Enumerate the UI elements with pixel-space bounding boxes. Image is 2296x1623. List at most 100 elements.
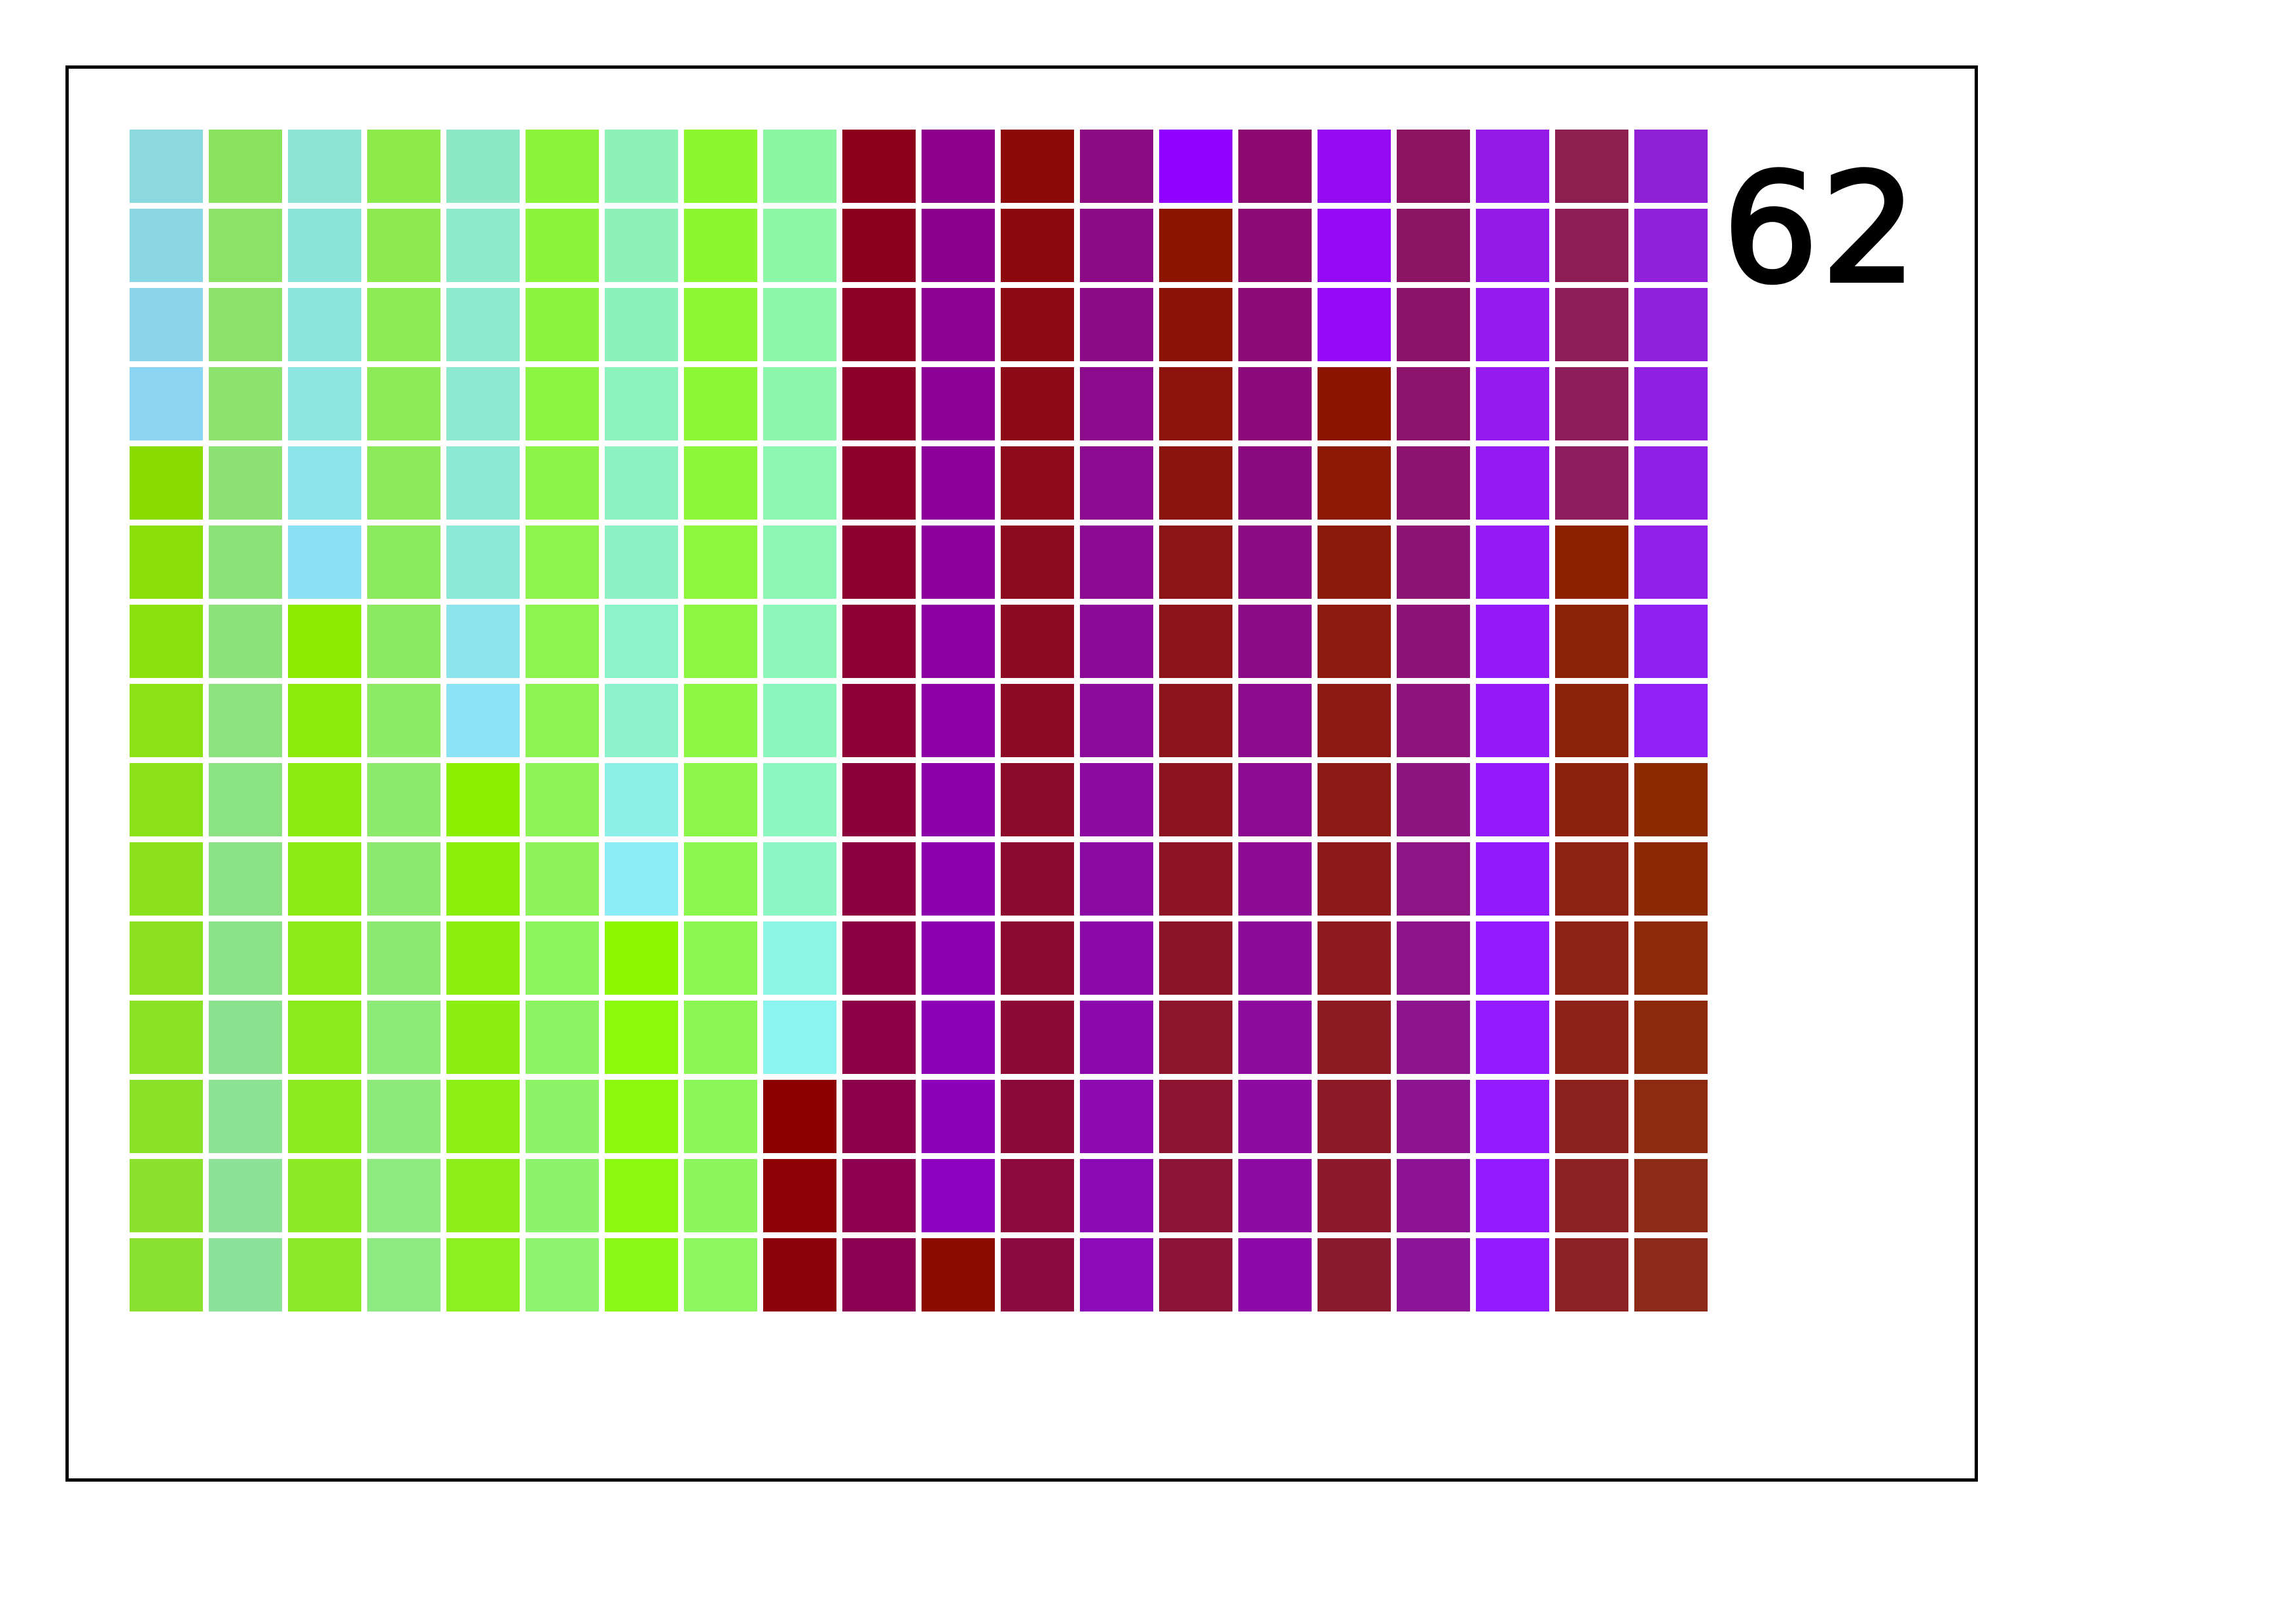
grid-cell[interactable] — [209, 288, 282, 361]
grid-cell[interactable] — [684, 684, 757, 757]
grid-cell[interactable] — [130, 288, 203, 361]
grid-cell[interactable] — [367, 446, 440, 520]
grid-cell[interactable] — [1555, 1080, 1628, 1153]
grid-cell[interactable] — [1001, 1238, 1074, 1311]
grid-cell[interactable] — [684, 209, 757, 282]
grid-cell[interactable] — [1397, 842, 1470, 916]
grid-cell[interactable] — [922, 367, 995, 440]
grid-cell[interactable] — [1159, 605, 1232, 678]
grid-cell[interactable] — [684, 526, 757, 599]
grid-cell[interactable] — [1080, 763, 1153, 836]
grid-cell[interactable] — [1476, 605, 1549, 678]
grid-cell[interactable] — [446, 130, 520, 203]
grid-cell[interactable] — [367, 288, 440, 361]
grid-cell[interactable] — [684, 605, 757, 678]
grid-cell[interactable] — [209, 130, 282, 203]
grid-cell[interactable] — [1555, 1001, 1628, 1074]
grid-cell[interactable] — [842, 130, 916, 203]
grid-cell[interactable] — [446, 1159, 520, 1232]
grid-cell[interactable] — [1001, 446, 1074, 520]
grid-cell[interactable] — [842, 1001, 916, 1074]
grid-cell[interactable] — [1397, 209, 1470, 282]
grid-cell[interactable] — [1159, 1159, 1232, 1232]
grid-cell[interactable] — [1397, 1159, 1470, 1232]
grid-cell[interactable] — [1318, 367, 1391, 440]
grid-cell[interactable] — [1476, 209, 1549, 282]
grid-cell[interactable] — [1318, 763, 1391, 836]
grid-cell[interactable] — [1001, 842, 1074, 916]
grid-cell[interactable] — [1555, 605, 1628, 678]
grid-cell[interactable] — [1318, 1159, 1391, 1232]
grid-cell[interactable] — [446, 921, 520, 995]
grid-cell[interactable] — [209, 1159, 282, 1232]
grid-cell[interactable] — [605, 1001, 678, 1074]
grid-cell[interactable] — [446, 605, 520, 678]
grid-cell[interactable] — [684, 1159, 757, 1232]
grid-cell[interactable] — [1555, 921, 1628, 995]
grid-cell[interactable] — [1080, 842, 1153, 916]
grid-cell[interactable] — [763, 1159, 836, 1232]
grid-cell[interactable] — [1476, 921, 1549, 995]
grid-cell[interactable] — [1001, 288, 1074, 361]
grid-cell[interactable] — [1476, 1001, 1549, 1074]
grid-cell[interactable] — [1001, 1159, 1074, 1232]
grid-cell[interactable] — [130, 446, 203, 520]
grid-cell[interactable] — [842, 446, 916, 520]
grid-cell[interactable] — [684, 921, 757, 995]
grid-cell[interactable] — [367, 921, 440, 995]
grid-cell[interactable] — [1634, 684, 1708, 757]
grid-cell[interactable] — [1634, 921, 1708, 995]
grid-cell[interactable] — [209, 526, 282, 599]
grid-cell[interactable] — [763, 288, 836, 361]
grid-cell[interactable] — [842, 1159, 916, 1232]
grid-cell[interactable] — [842, 209, 916, 282]
grid-cell[interactable] — [1080, 526, 1153, 599]
grid-cell[interactable] — [526, 1159, 599, 1232]
grid-cell[interactable] — [446, 288, 520, 361]
grid-cell[interactable] — [684, 763, 757, 836]
grid-cell[interactable] — [1555, 288, 1628, 361]
grid-cell[interactable] — [922, 842, 995, 916]
grid-cell[interactable] — [446, 684, 520, 757]
grid-cell[interactable] — [446, 526, 520, 599]
grid-cell[interactable] — [1238, 921, 1312, 995]
grid-cell[interactable] — [1001, 209, 1074, 282]
grid-cell[interactable] — [446, 763, 520, 836]
grid-cell[interactable] — [288, 1001, 361, 1074]
grid-cell[interactable] — [1238, 1001, 1312, 1074]
grid-cell[interactable] — [1318, 209, 1391, 282]
grid-cell[interactable] — [1159, 526, 1232, 599]
grid-cell[interactable] — [1634, 130, 1708, 203]
grid-cell[interactable] — [1318, 288, 1391, 361]
grid-cell[interactable] — [1397, 763, 1470, 836]
grid-cell[interactable] — [1318, 446, 1391, 520]
grid-cell[interactable] — [209, 446, 282, 520]
grid-cell[interactable] — [763, 209, 836, 282]
grid-cell[interactable] — [1397, 921, 1470, 995]
grid-cell[interactable] — [1318, 1001, 1391, 1074]
grid-cell[interactable] — [1634, 288, 1708, 361]
grid-cell[interactable] — [1476, 763, 1549, 836]
grid-cell[interactable] — [1001, 1001, 1074, 1074]
grid-cell[interactable] — [526, 1238, 599, 1311]
grid-cell[interactable] — [288, 130, 361, 203]
grid-cell[interactable] — [1001, 605, 1074, 678]
grid-cell[interactable] — [446, 209, 520, 282]
grid-cell[interactable] — [922, 763, 995, 836]
grid-cell[interactable] — [763, 1080, 836, 1153]
grid-cell[interactable] — [922, 288, 995, 361]
grid-cell[interactable] — [922, 1080, 995, 1153]
grid-cell[interactable] — [288, 526, 361, 599]
grid-cell[interactable] — [1080, 209, 1153, 282]
grid-cell[interactable] — [526, 209, 599, 282]
grid-cell[interactable] — [1159, 1080, 1232, 1153]
grid-cell[interactable] — [526, 763, 599, 836]
grid-cell[interactable] — [1238, 1080, 1312, 1153]
grid-cell[interactable] — [605, 605, 678, 678]
grid-cell[interactable] — [526, 921, 599, 995]
grid-cell[interactable] — [526, 684, 599, 757]
grid-cell[interactable] — [288, 684, 361, 757]
grid-cell[interactable] — [922, 209, 995, 282]
grid-cell[interactable] — [1238, 130, 1312, 203]
grid-cell[interactable] — [130, 367, 203, 440]
